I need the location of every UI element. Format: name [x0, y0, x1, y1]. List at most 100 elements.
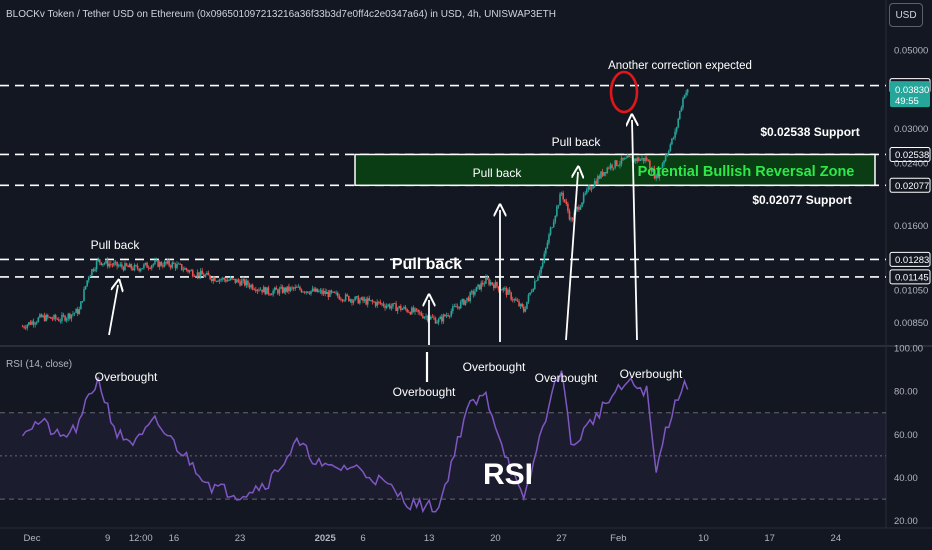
bullish-reversal-zone [354, 153, 876, 187]
candle-body [28, 322, 30, 325]
candle-body [152, 263, 155, 266]
candle-body [242, 279, 245, 281]
price-axis-tick: 0.03000 [894, 124, 928, 135]
candle-body [250, 284, 252, 288]
level-price-tag [889, 146, 931, 162]
rsi-indicator-label[interactable]: RSI (14, close) [6, 359, 73, 370]
candle-body [373, 301, 375, 303]
candle-body [497, 286, 500, 290]
candle-body [535, 280, 538, 282]
candle-body [663, 160, 665, 164]
candle-body [625, 157, 628, 159]
candle-body [300, 289, 303, 293]
candle-body [360, 297, 363, 300]
candle-body [357, 296, 360, 304]
candle-body [486, 277, 489, 280]
candle-body [429, 316, 432, 320]
candle-body [533, 281, 536, 289]
candle-body [511, 299, 514, 301]
currency-selector-button[interactable]: USD [889, 3, 923, 27]
candle-body [461, 299, 464, 302]
candle-body [124, 263, 126, 271]
candle-body [97, 259, 99, 262]
candle-body [661, 163, 664, 168]
candle-body [318, 291, 320, 293]
candle-body [666, 153, 668, 157]
price-axis-tick: 0.05000 [894, 46, 928, 57]
candle-body [634, 158, 637, 162]
candle-body [455, 306, 457, 308]
candle-body [232, 278, 235, 280]
candle-body [563, 199, 566, 202]
candle-body [370, 300, 372, 302]
candle-body [292, 287, 295, 289]
candle-body [426, 316, 429, 321]
candle-body [529, 292, 531, 295]
candle-body [125, 263, 128, 266]
candle-body [638, 157, 640, 161]
candle-body [332, 291, 334, 293]
candle-body [377, 301, 380, 303]
candle-body [73, 312, 76, 314]
candle-body [34, 323, 36, 325]
candle-body [598, 176, 601, 179]
candle-body [660, 167, 662, 169]
candle-body [489, 282, 492, 285]
candle-body [548, 234, 550, 243]
candle-body [467, 297, 470, 302]
candle-body [603, 172, 605, 176]
candle-body [255, 289, 257, 292]
candle-body [647, 160, 650, 162]
candle-body [483, 283, 486, 285]
candle-body [600, 171, 602, 179]
candle-body [310, 290, 312, 294]
candle-body [556, 206, 558, 216]
candle-body [623, 158, 626, 160]
candle-body [76, 308, 79, 314]
candle-body [113, 262, 115, 266]
candle-body [565, 201, 568, 204]
candle-body [335, 292, 338, 294]
candle-body [166, 260, 169, 264]
candle-body [636, 157, 639, 162]
candle-body [31, 321, 33, 325]
candle-body [69, 313, 71, 319]
candle-body [515, 299, 517, 301]
candle-body [39, 314, 41, 318]
candle-body [653, 168, 656, 179]
candle-body [365, 299, 367, 305]
candle-body [324, 291, 326, 294]
candle-body [239, 281, 241, 286]
annotation-pullback: Pull back [91, 238, 141, 252]
candle-body [327, 291, 330, 298]
annotation-arrow [632, 120, 637, 341]
candle-body [307, 291, 309, 293]
candle-body [485, 277, 487, 284]
candle-body [105, 259, 107, 264]
candle-body [89, 275, 92, 278]
candle-body [50, 316, 52, 319]
candle-body [671, 138, 673, 145]
candle-body [180, 264, 183, 270]
candle-body [243, 279, 246, 286]
candle-body [67, 313, 70, 319]
candle-body [278, 288, 281, 294]
candle-body [392, 303, 394, 307]
candle-body [273, 287, 276, 291]
candle-body [453, 306, 456, 307]
candle-body [81, 300, 84, 302]
candle-body [289, 287, 292, 292]
level-price-tag [889, 251, 931, 267]
candle-body [680, 107, 683, 111]
candle-body [121, 264, 123, 267]
candle-body [559, 194, 561, 206]
level-price-tag [889, 177, 931, 193]
candle-body [313, 288, 315, 292]
candle-body [633, 158, 635, 162]
level-price-tag [889, 269, 931, 285]
candle-body [26, 324, 29, 329]
candle-body [117, 265, 120, 267]
candle-body [679, 110, 681, 119]
candle-body [686, 89, 689, 93]
